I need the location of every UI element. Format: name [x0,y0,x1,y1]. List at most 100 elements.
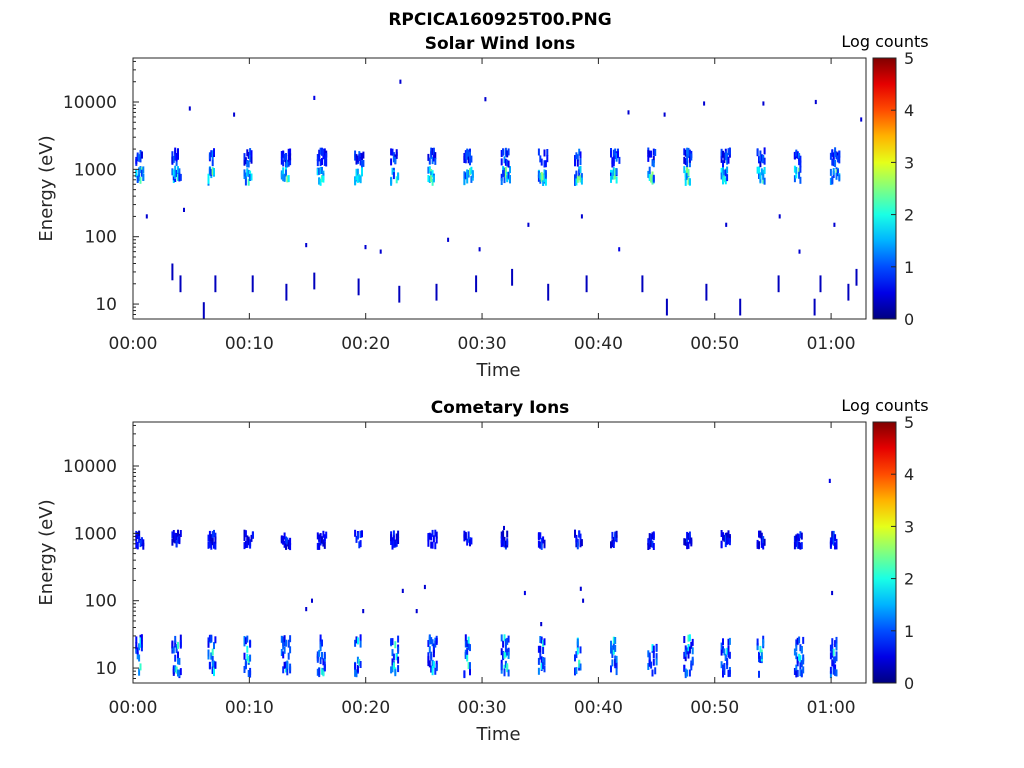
heatmap-cell [178,168,181,176]
heatmap-cell [172,646,175,654]
heatmap-cell [325,159,328,167]
heatmap-cell [283,661,286,669]
heatmap-cell [325,531,328,539]
heatmap-cell [579,151,582,159]
heatmap-cell [282,159,285,167]
heatmap-cell [174,665,177,673]
heatmap-cell [243,153,246,161]
heatmap-cell [390,534,393,542]
heatmap-cell [836,169,839,177]
heatmap-cell [171,151,174,159]
heatmap-cell [575,178,578,186]
heatmap-cell [179,668,182,676]
heatmap-cell [318,177,321,185]
heatmap-cell [507,148,510,156]
heatmap-cell [435,531,438,539]
heatmap-cell [136,647,139,655]
heatmap-cell [860,117,863,122]
heatmap-cell [287,175,290,183]
heatmap-cell [316,532,319,540]
heatmap-cell [758,156,760,164]
heatmap-cell [318,154,321,162]
heatmap-cell [354,639,357,647]
heatmap-cell [544,170,547,178]
heatmap-cell [537,148,540,156]
heatmap-cell [464,640,467,648]
heatmap-cell [430,653,433,661]
heatmap-cell [305,607,308,612]
heatmap-cell [793,535,796,543]
heatmap-cell [362,609,365,614]
heatmap-cell [246,540,249,548]
heatmap-cell [847,283,850,301]
heatmap-cell [172,535,175,543]
heatmap-cell [207,541,210,549]
heatmap-cell [323,534,326,542]
heatmap-cell [720,661,723,669]
heatmap-cell [509,175,511,182]
heatmap-cell [427,656,430,664]
heatmap-cell [727,156,730,164]
heatmap-cell [686,531,689,539]
heatmap-cell [177,174,179,181]
heatmap-cell [394,156,397,164]
heatmap-cell [434,640,437,648]
heatmap-cell [544,160,547,168]
panel-title: Cometary Ions [431,398,570,418]
heatmap-cell [579,175,582,182]
heatmap-cell [615,662,618,670]
heatmap-cell [726,152,729,160]
heatmap-cell [703,101,706,106]
heatmap-cell [469,662,471,670]
heatmap-cell [469,539,471,547]
heatmap-cell [177,148,179,156]
heatmap-cell [507,160,510,168]
heatmap-cell [210,150,213,158]
heatmap-cell [397,635,400,643]
heatmap-cell [244,157,247,165]
heatmap-cell [359,152,362,160]
heatmap-cell [247,536,250,544]
heatmap-cell [507,635,510,643]
heatmap-cell [506,530,509,538]
heatmap-cell [832,667,835,675]
heatmap-cell [428,635,431,643]
heatmap-cell [434,152,437,160]
heatmap-cell [355,173,358,181]
heatmap-cell [285,542,287,550]
heatmap-cell [250,156,253,164]
heatmap-cell [537,532,540,540]
heatmap-cell [651,669,654,677]
heatmap-cell [537,657,540,665]
heatmap-cell [243,542,246,550]
heatmap-cell [466,148,469,156]
heatmap-cell [641,275,644,293]
heatmap-cell [829,152,832,160]
heatmap-cell [135,530,138,538]
heatmap-cell [175,666,178,674]
heatmap-cell [322,175,325,183]
heatmap-cell [142,166,145,174]
heatmap-cell [355,168,358,176]
heatmap-cell [427,175,430,182]
heatmap-cell [618,156,621,164]
heatmap-cell [280,151,283,158]
heatmap-cell [287,159,290,167]
heatmap-cell [174,635,177,643]
heatmap-cell [430,637,433,645]
heatmap-cell [724,535,727,543]
heatmap-cell [250,150,253,158]
heatmap-cell [578,659,581,667]
heatmap-cell [724,153,727,161]
heatmap-cell [502,640,505,648]
heatmap-cell [546,149,549,156]
heatmap-cell [251,275,254,293]
heatmap-cell [249,174,252,181]
heatmap-cell [354,150,357,158]
heatmap-cell [356,168,359,176]
heatmap-cell [179,641,182,649]
heatmap-cell [819,275,822,293]
heatmap-cell [316,168,319,176]
heatmap-cell [208,530,211,538]
heatmap-cell [829,177,832,185]
